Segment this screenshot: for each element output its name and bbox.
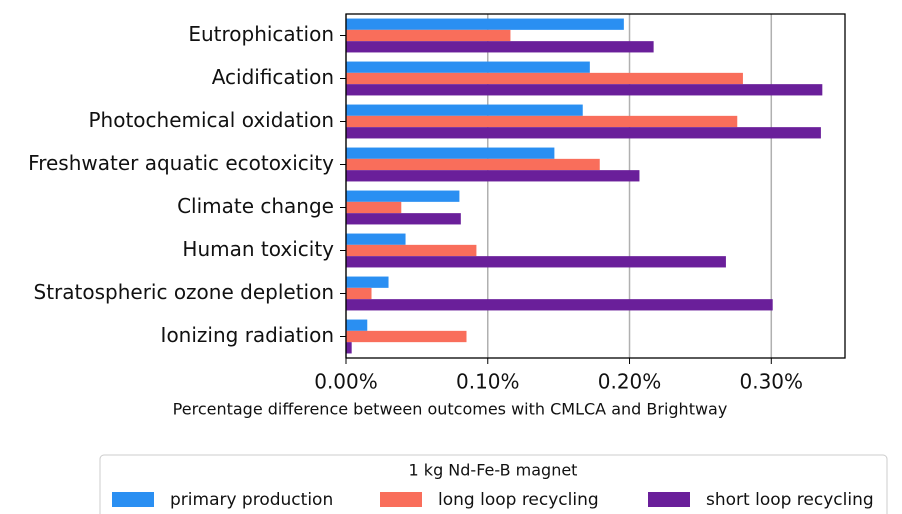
x-tick-label: 0.20%	[598, 370, 662, 394]
bar	[346, 170, 640, 182]
legend-label: primary production	[170, 490, 333, 510]
y-tick-label: Climate change	[177, 194, 334, 218]
y-tick-label: Human toxicity	[182, 237, 334, 261]
bar	[346, 244, 477, 257]
bar	[346, 18, 624, 30]
x-axis-label: Percentage difference between outcomes w…	[173, 400, 728, 419]
x-tick-label: 0.30%	[740, 370, 804, 394]
plot-frame	[345, 13, 846, 359]
y-tick-label: Ionizing radiation	[161, 323, 334, 347]
bar	[346, 104, 583, 116]
legend-swatch	[380, 492, 422, 507]
bar	[346, 127, 821, 139]
bar	[346, 233, 406, 245]
bar	[346, 147, 555, 159]
y-tick-label: Stratospheric ozone depletion	[34, 280, 335, 304]
legend-swatch	[648, 492, 690, 507]
y-tick-label: Freshwater aquatic ecotoxicity	[28, 151, 334, 175]
bar	[346, 319, 368, 331]
x-tick-label: 0.10%	[456, 370, 520, 394]
bar	[346, 256, 726, 268]
legend-box	[99, 454, 888, 514]
bar	[346, 276, 389, 288]
legend-swatch	[112, 492, 154, 507]
y-tick-label: Acidification	[212, 65, 334, 89]
bar	[346, 213, 461, 225]
bar	[346, 72, 743, 85]
bar	[346, 158, 600, 171]
bar	[346, 115, 738, 128]
bar	[346, 330, 467, 343]
bar	[346, 201, 402, 214]
bar	[346, 61, 590, 73]
bar	[346, 29, 511, 42]
y-tick-label: Eutrophication	[188, 22, 334, 46]
bar	[346, 84, 823, 96]
legend-label: long loop recycling	[438, 490, 599, 510]
legend-title: 1 kg Nd-Fe-B magnet	[409, 461, 578, 480]
bar	[346, 342, 352, 354]
bar	[346, 41, 654, 53]
y-tick-label: Photochemical oxidation	[88, 108, 334, 132]
bar	[346, 287, 372, 300]
bar	[346, 190, 460, 202]
x-tick-label: 0.00%	[314, 370, 378, 394]
bar	[346, 299, 773, 311]
legend-label: short loop recycling	[706, 490, 874, 510]
